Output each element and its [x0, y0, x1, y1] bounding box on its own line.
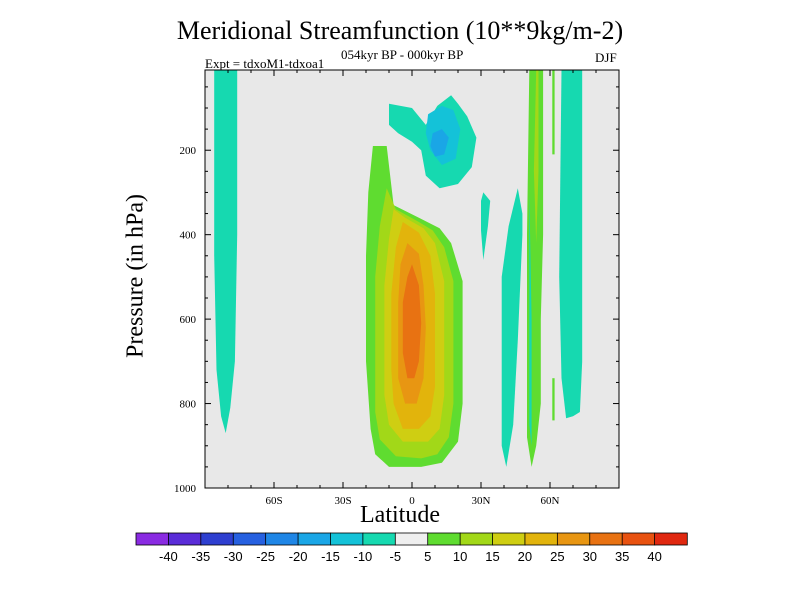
colorbar-swatch [265, 532, 299, 546]
colorbar-swatch [394, 532, 429, 546]
contour-60n-lower-pos [552, 378, 555, 421]
x-tick-label: 60S [265, 495, 282, 507]
colorbar-swatch [459, 532, 494, 546]
colorbar-label: -25 [256, 549, 275, 564]
colorbar-swatch [654, 532, 688, 546]
colorbar-swatch [232, 532, 267, 546]
colorbar-label: 20 [518, 549, 532, 564]
contour-main-pos-30 [402, 264, 422, 379]
colorbar-label: -35 [191, 549, 210, 564]
contour-30n-small-neg [481, 192, 491, 260]
chart-subtitle: 054kyr BP - 000kyr BP [341, 47, 464, 62]
y-tick-label: 600 [180, 314, 197, 326]
x-tick-label: 30S [334, 495, 351, 507]
colorbar-swatch [362, 532, 396, 546]
colorbar-label: 35 [615, 549, 629, 564]
colorbar-label: 40 [647, 549, 661, 564]
x-axis-label: Latitude [360, 502, 440, 528]
colorbar-label: -30 [224, 549, 243, 564]
colorbar-swatch [297, 532, 332, 546]
colorbar: -40 -35 -30 -25 -20 -15 -10 -5 5 10 15 20 25 30 35 40 [135, 532, 688, 564]
y-tick-label: 800 [180, 399, 197, 411]
contour-52n-neg-strip [529, 192, 532, 446]
colorbar-swatch [168, 532, 202, 546]
colorbar-swatch [135, 532, 170, 546]
chart-title: Meridional Streamfunction (10**9kg/m-2) [176, 16, 624, 45]
colorbar-label: -10 [354, 549, 373, 564]
contour-60n-thin-pos [552, 70, 555, 155]
axis-ticks: 60S 30S 0 30N 60N 200 400 600 800 1000 [174, 70, 619, 507]
colorbar-swatch [589, 532, 623, 546]
colorbar-swatch [524, 532, 559, 546]
colorbar-label: 5 [424, 549, 431, 564]
colorbar-label: -5 [390, 549, 402, 564]
colorbar-swatch [621, 532, 656, 546]
contour-55n-pos-10 [533, 70, 539, 244]
contour-upper-neg-15 [430, 129, 449, 157]
season-label: DJF [595, 50, 617, 65]
colorbar-swatch [330, 532, 364, 546]
colorbar-label: -15 [321, 549, 340, 564]
y-tick-label: 1000 [174, 483, 197, 495]
experiment-label: Expt = tdxoM1-tdxoa1 [205, 56, 325, 71]
colorbar-label: -20 [289, 549, 308, 564]
colorbar-swatch [200, 532, 234, 546]
y-tick-label: 400 [180, 230, 197, 242]
x-tick-label: 60N [541, 495, 560, 507]
x-tick-label: 30N [472, 495, 491, 507]
colorbar-label: 25 [550, 549, 564, 564]
contour-40n-neg [501, 188, 523, 467]
colorbar-swatch [492, 532, 526, 546]
colorbar-label: 15 [485, 549, 499, 564]
colorbar-label: 10 [453, 549, 467, 564]
colorbar-swatch [427, 532, 461, 546]
colorbar-swatch [556, 532, 591, 546]
contour-sh-polar-neg [214, 70, 238, 434]
colorbar-label: 30 [583, 549, 597, 564]
contour-layer [214, 70, 583, 467]
x-tick-label: 0 [409, 495, 415, 507]
contour-65n-neg [559, 70, 583, 419]
y-tick-label: 200 [180, 145, 197, 157]
colorbar-label: -40 [159, 549, 178, 564]
